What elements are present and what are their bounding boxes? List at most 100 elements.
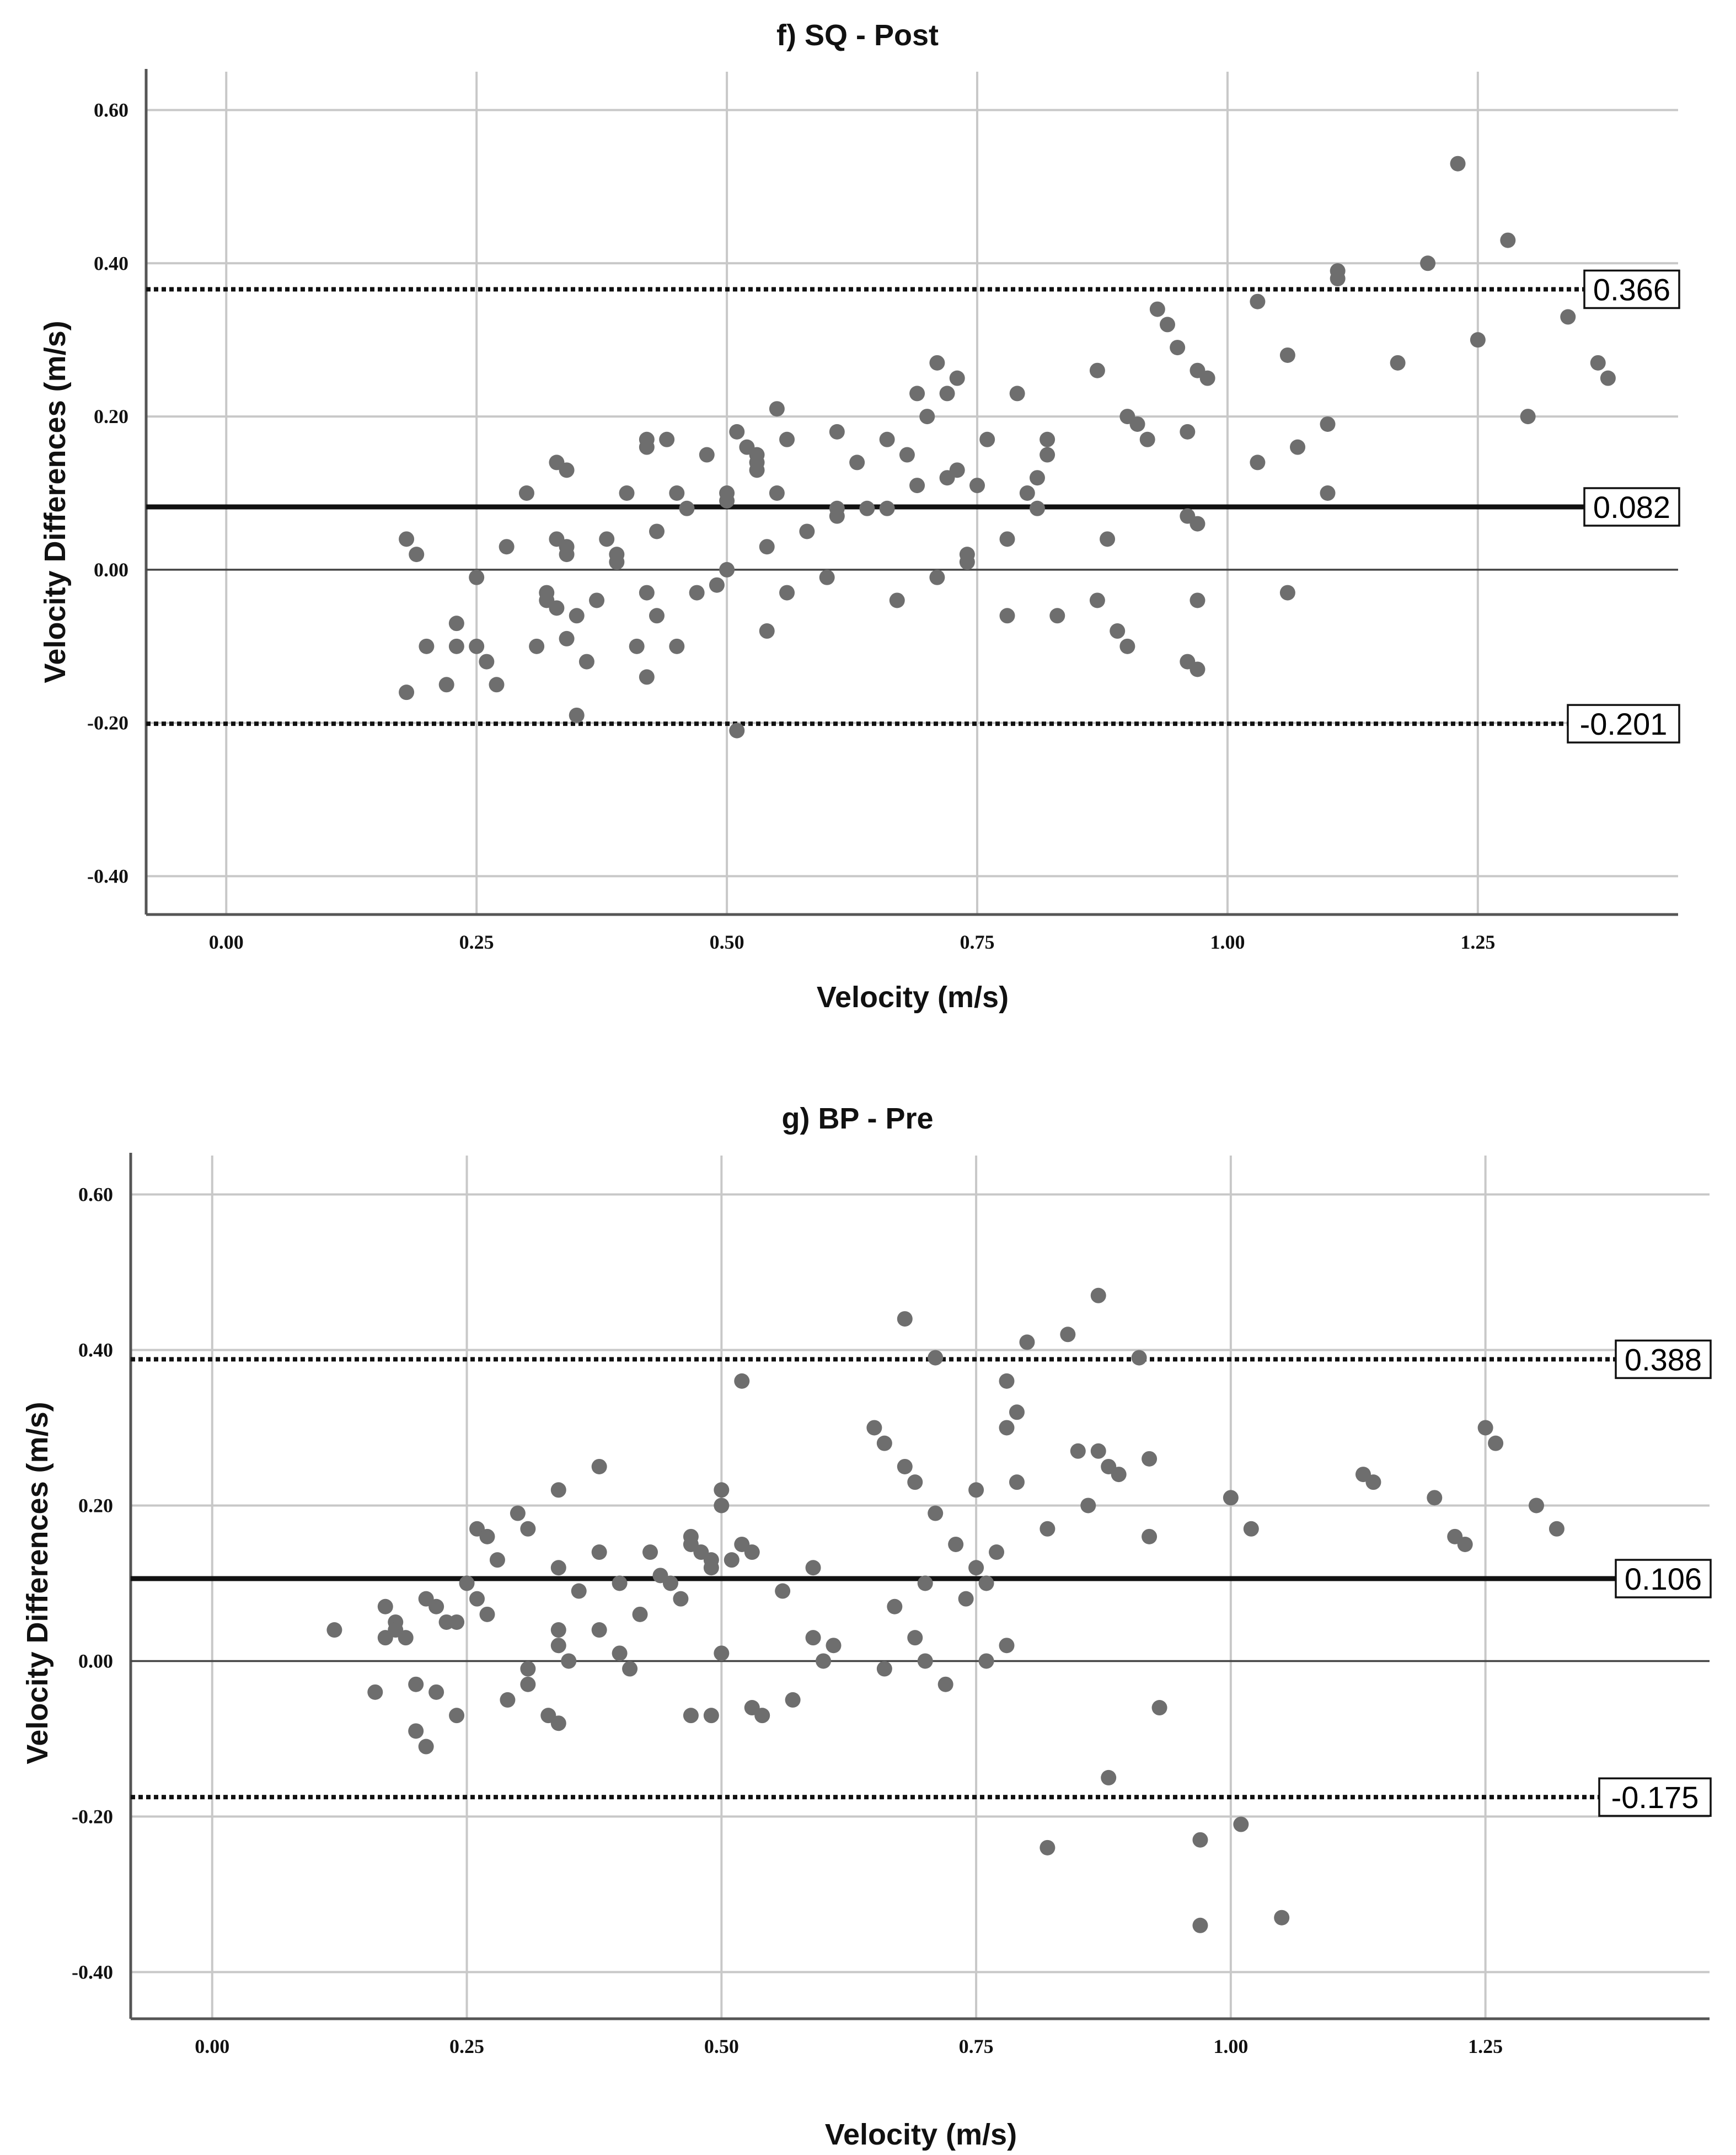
data-point (1250, 293, 1266, 309)
data-point (979, 431, 995, 447)
data-point (1049, 608, 1065, 624)
upper-limit-label: 0.388 (1625, 1342, 1702, 1377)
data-point (714, 1498, 730, 1514)
data-point (612, 1575, 628, 1591)
data-point (449, 1614, 465, 1630)
data-point (520, 1661, 536, 1677)
x-tick-label: 0.75 (960, 931, 995, 953)
data-point (999, 1373, 1015, 1389)
data-point (1330, 271, 1346, 287)
data-point (897, 1458, 913, 1474)
data-point (669, 638, 685, 654)
data-point (999, 531, 1015, 547)
data-point (769, 485, 785, 501)
data-point (1600, 370, 1616, 386)
data-point (928, 1350, 944, 1366)
data-point (448, 638, 464, 654)
data-point (550, 1482, 566, 1498)
data-point (1160, 317, 1175, 333)
upper-limit-label-box (1583, 269, 1680, 309)
data-points (399, 156, 1616, 739)
data-point (1192, 1917, 1208, 1933)
data-point (1320, 416, 1336, 432)
data-point (1560, 309, 1576, 325)
data-point (909, 478, 925, 494)
data-point (1019, 1334, 1035, 1350)
data-point (550, 1560, 566, 1576)
x-tick-label: 0.00 (209, 931, 244, 953)
y-tick-label: 0.40 (94, 252, 128, 274)
data-point (1080, 1498, 1096, 1514)
data-point (1100, 531, 1116, 547)
data-point (879, 431, 895, 447)
data-point (907, 1474, 923, 1490)
data-point (659, 431, 675, 447)
data-point (759, 539, 775, 555)
data-point (1142, 1451, 1158, 1467)
data-point (1279, 347, 1295, 363)
y-tick-label: -0.40 (72, 1961, 113, 1983)
data-point (1250, 454, 1266, 470)
data-point (1170, 340, 1186, 356)
data-point (1142, 1528, 1158, 1544)
tick-labels: 0.00 0.25 0.50 0.75 1.00 1.25 -0.40 -0.20 0.00 0.… (87, 99, 1495, 953)
data-point (929, 569, 945, 585)
data-point (1279, 585, 1295, 601)
data-point (849, 454, 865, 470)
data-point (729, 424, 745, 440)
data-point (642, 1544, 658, 1560)
y-tick-label: -0.20 (87, 712, 128, 734)
data-point (709, 577, 725, 593)
data-point (529, 638, 545, 654)
data-point (619, 485, 635, 501)
data-point (662, 1575, 678, 1591)
data-point (479, 654, 495, 670)
data-point (714, 1645, 730, 1661)
data-point (1450, 156, 1466, 172)
data-point (989, 1544, 1005, 1560)
data-point (550, 1638, 566, 1654)
data-point (978, 1575, 994, 1591)
data-point (879, 500, 895, 516)
data-point (714, 1482, 730, 1498)
data-point (876, 1435, 892, 1451)
data-point (719, 562, 735, 577)
data-point (578, 654, 594, 670)
data-point (500, 1692, 516, 1708)
data-point (1090, 1443, 1106, 1459)
x-tick-label: 0.50 (704, 2035, 739, 2057)
data-point (398, 1630, 414, 1646)
x-tick-label: 1.00 (1210, 931, 1245, 953)
data-point (785, 1692, 801, 1708)
data-point (899, 447, 915, 463)
data-point (939, 386, 955, 402)
data-point (569, 707, 585, 723)
data-point (779, 585, 795, 601)
data-point (1223, 1490, 1239, 1506)
data-point (1060, 1327, 1076, 1343)
mean-label-box (1615, 1559, 1712, 1598)
y-axis-label: Velocity Differences (m/s) (39, 320, 72, 683)
data-point (1488, 1435, 1504, 1451)
data-point (683, 1708, 699, 1724)
data-point (958, 1591, 974, 1607)
mean-label: 0.082 (1593, 490, 1670, 525)
data-point (559, 462, 575, 478)
data-point (759, 623, 775, 639)
data-point (1500, 232, 1516, 248)
x-tick-label: 0.50 (710, 931, 744, 953)
data-point (799, 523, 815, 539)
data-point (819, 569, 835, 585)
data-point (949, 462, 965, 478)
data-point (599, 531, 615, 547)
data-point (428, 1598, 444, 1614)
data-point (559, 630, 575, 646)
data-point (550, 1622, 566, 1638)
data-point (1470, 332, 1486, 348)
data-point (928, 1505, 944, 1521)
mean-label: 0.106 (1625, 1562, 1702, 1596)
upper-limit-label-box (1615, 1339, 1712, 1379)
data-point (1040, 447, 1055, 463)
data-point (622, 1661, 638, 1677)
lower-limit-label: -0.175 (1611, 1780, 1699, 1815)
